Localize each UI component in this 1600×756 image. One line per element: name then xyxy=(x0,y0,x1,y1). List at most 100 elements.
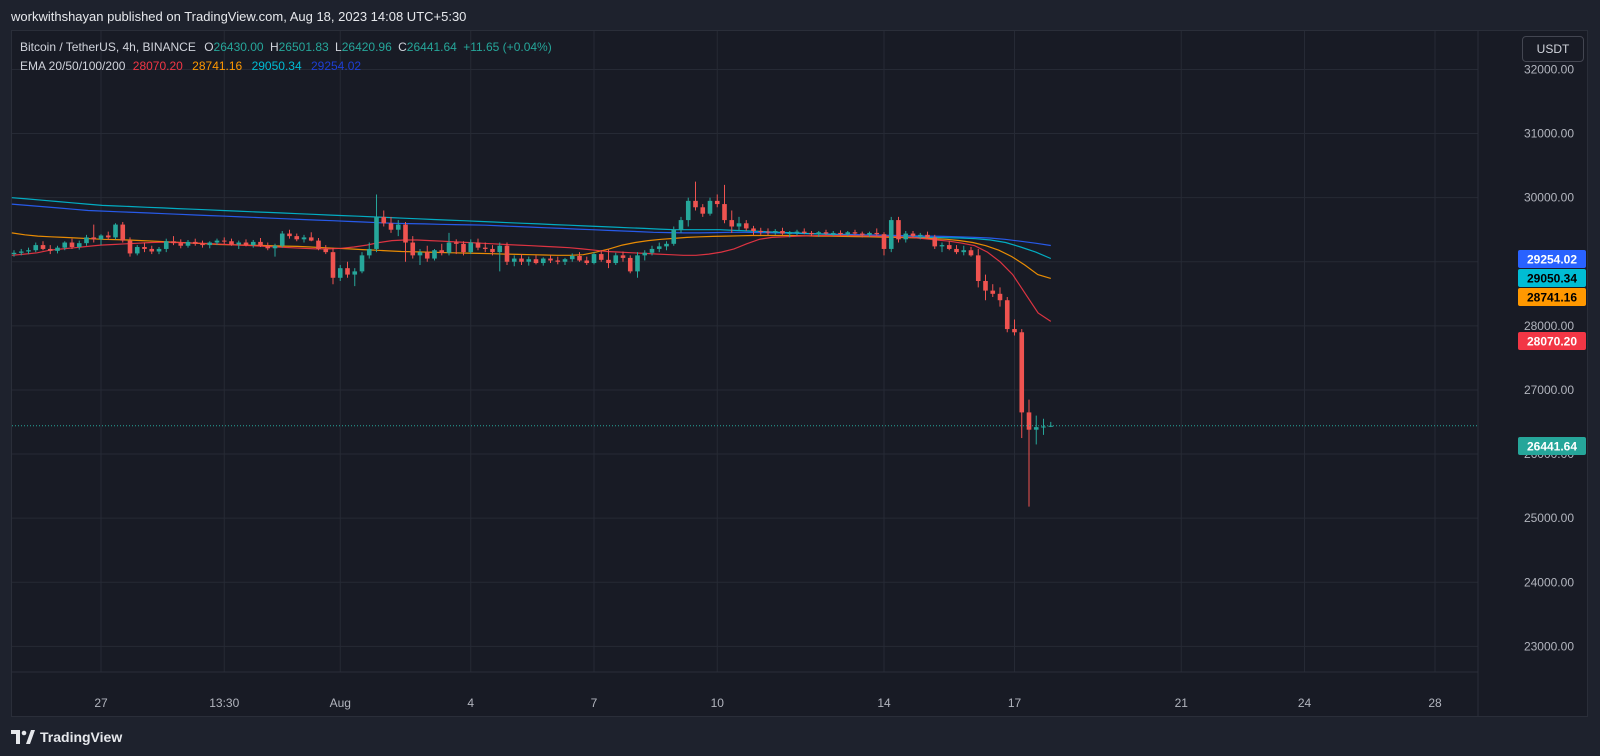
candle-body xyxy=(432,250,437,259)
candle-body xyxy=(852,232,858,234)
price-tick-label: 28000.00 xyxy=(1524,319,1574,333)
candle-body xyxy=(765,231,771,233)
candle-body xyxy=(975,255,981,281)
ohlc-legend: Bitcoin / TetherUS, 4h, BINANCE O26430.0… xyxy=(20,40,552,54)
candle-body xyxy=(316,240,321,249)
low-value: 26420.96 xyxy=(341,40,392,54)
candle-body xyxy=(439,250,445,253)
candle-body xyxy=(823,232,829,234)
candle-body xyxy=(635,255,640,272)
footer: TradingView xyxy=(0,717,1600,756)
chart-frame[interactable] xyxy=(11,30,1588,717)
candle-body xyxy=(787,232,793,234)
price-labels: 29254.02 29050.34 28741.16 28070.20 26441.64 xyxy=(1518,250,1586,455)
price-tick-label: 30000.00 xyxy=(1524,191,1574,205)
time-tick-label: 17 xyxy=(1008,696,1022,710)
candle-body xyxy=(613,255,619,264)
candle-body xyxy=(729,220,735,227)
candle-body xyxy=(69,242,75,248)
candle-body xyxy=(221,240,227,242)
price-tick-label: 23000.00 xyxy=(1524,639,1574,653)
candle-body xyxy=(1012,329,1017,333)
candle-body xyxy=(236,242,242,245)
candle-body xyxy=(888,220,894,249)
price-tick-label: 31000.00 xyxy=(1524,127,1574,141)
candle-body xyxy=(809,232,814,235)
candle-body xyxy=(200,243,205,246)
candle-body xyxy=(301,237,307,240)
candle-body xyxy=(678,220,684,230)
candle-body xyxy=(47,248,53,251)
candle-body xyxy=(867,232,872,235)
price-tick-label: 25000.00 xyxy=(1524,511,1574,525)
candle-body xyxy=(142,247,147,249)
candle-body xyxy=(1041,426,1046,428)
candle-body xyxy=(830,232,836,234)
brand-name: TradingView xyxy=(40,729,123,745)
candle-body xyxy=(461,243,466,253)
ema200-value: 29254.02 xyxy=(310,59,362,73)
candle-body xyxy=(265,245,271,249)
candle-body xyxy=(62,242,68,248)
price-tag-text: 26441.64 xyxy=(1527,440,1577,454)
candle-body xyxy=(366,248,372,256)
candle-body xyxy=(968,250,974,256)
price-tick-label: 24000.00 xyxy=(1524,575,1574,589)
candle-body xyxy=(410,242,416,256)
candle-body xyxy=(113,224,118,238)
candle-body xyxy=(11,252,17,255)
price-tag-text: 28070.20 xyxy=(1527,335,1577,349)
publish-header: workwithshayan published on TradingView.… xyxy=(0,0,1600,30)
candle-body xyxy=(40,245,46,249)
candle-body xyxy=(258,241,263,246)
candle-body xyxy=(954,248,959,253)
candle-body xyxy=(308,237,314,241)
tradingview-logo[interactable]: TradingView xyxy=(11,729,122,745)
grid xyxy=(12,31,1478,672)
candle-body xyxy=(606,259,611,264)
change-value: +11.65 (+0.04%) xyxy=(463,40,552,54)
candle-body xyxy=(55,247,60,251)
candle-body xyxy=(780,230,785,234)
candle-body xyxy=(700,207,706,214)
candle-body xyxy=(714,200,720,205)
candle-body xyxy=(482,247,488,249)
candle-body xyxy=(859,233,865,235)
candle-body xyxy=(156,248,162,252)
candle-body xyxy=(707,200,713,214)
price-axis[interactable]: 32000.0031000.0030000.0029000.0028000.00… xyxy=(1477,31,1574,717)
candle-body xyxy=(548,258,553,261)
price-tag-ema20 xyxy=(1518,332,1586,350)
ema50-line xyxy=(11,232,1051,279)
candle-body xyxy=(120,224,126,241)
close-label: C xyxy=(398,40,407,54)
ema50-value: 28741.16 xyxy=(192,59,243,73)
candle-body xyxy=(105,235,111,238)
candle-body xyxy=(794,231,800,233)
time-tick-label: Aug xyxy=(330,696,351,710)
candle-body xyxy=(453,242,459,244)
candle-body xyxy=(76,243,82,248)
ema-label: EMA 20/50/100/200 xyxy=(20,59,126,73)
candle-body xyxy=(287,233,292,237)
time-axis[interactable]: 27 13:30 Aug 4 7 10 14 17 21 24 28 xyxy=(12,671,1478,710)
candle-body xyxy=(178,243,184,246)
candle-body xyxy=(540,258,546,264)
candle-body xyxy=(294,236,300,240)
time-tick-label: 7 xyxy=(591,696,598,710)
symbol-label: Bitcoin / TetherUS, 4h, BINANCE xyxy=(20,40,196,54)
candle-body xyxy=(417,252,423,256)
candle-body xyxy=(881,234,887,249)
candle-body xyxy=(468,242,474,253)
price-tick-label: 32000.00 xyxy=(1524,62,1574,76)
high-value: 26501.83 xyxy=(278,40,329,54)
candle-body xyxy=(127,240,133,254)
candle-body xyxy=(26,250,31,252)
open-label: O xyxy=(204,40,214,54)
candle-body xyxy=(214,240,220,243)
price-tag-last xyxy=(1518,437,1586,455)
currency-button[interactable]: USDT xyxy=(1522,36,1584,62)
time-tick-label: 21 xyxy=(1175,696,1189,710)
candle-body xyxy=(330,252,336,278)
